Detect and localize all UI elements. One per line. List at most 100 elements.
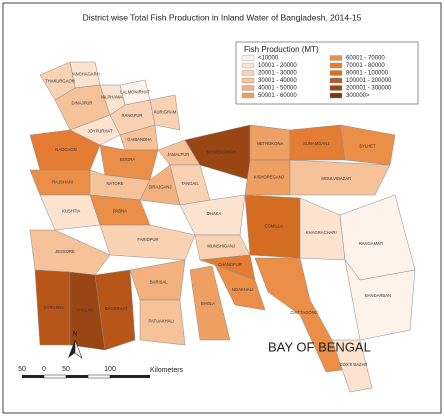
scale-bar: Kilometers 50 0 50 100 [18, 366, 184, 379]
scale-label: 50 [62, 366, 70, 373]
legend-label: 200001 - 300000 [346, 86, 392, 92]
legend-title: Fish Production (MT) [244, 45, 319, 54]
district-label: KHAGRACHARI [306, 230, 337, 235]
district-label: RANGPUR [122, 113, 143, 118]
scale-seg [22, 375, 44, 378]
district-label: CHANDPUR [218, 262, 242, 267]
district-label: COMILLA [265, 224, 284, 229]
district-label: FARIDPUR [137, 237, 158, 242]
district [139, 299, 186, 346]
district-label: PANCHAGARH [70, 71, 99, 76]
district-label: DINAJPUR [72, 101, 93, 106]
scale-label: 100 [104, 366, 116, 373]
district-label: CHITTAGONG [290, 310, 318, 315]
north-arrow-right [74, 339, 83, 359]
district [254, 257, 343, 373]
district-label: COX'S BAZAR [340, 362, 368, 367]
north-arrow: N [68, 331, 83, 359]
legend-swatch [241, 77, 255, 84]
districts: PANCHAGARH THAKURGAON DINAJPUR NILPHAMARILA… [29, 61, 416, 393]
legend-label: 70001 - 80000 [346, 63, 385, 69]
district-label: KURIGRAM [154, 110, 177, 115]
district [149, 94, 181, 131]
district [179, 194, 246, 236]
legend-swatch [329, 92, 343, 99]
legend-label: <10000 [258, 56, 279, 62]
district-label: JOYPURHAT [87, 128, 112, 133]
legend-label: 80001 - 100000 [346, 71, 389, 77]
district-label: PABNA [113, 208, 127, 213]
district-label: DHAKA [207, 211, 222, 216]
district-label: SUNAMGANJ [303, 141, 329, 146]
district-label: MYMENSINGH [207, 150, 236, 155]
legend-label: 50001 - 60000 [258, 93, 297, 99]
legend-label: 100001 - 200000 [346, 78, 392, 84]
district [99, 224, 196, 261]
district [94, 269, 136, 351]
legend-box [235, 41, 419, 105]
district [331, 339, 373, 393]
scale-seg [66, 375, 88, 378]
district [214, 264, 266, 311]
legend-swatch [241, 85, 255, 91]
north-arrow-left [68, 340, 75, 358]
district-label: SIRAJGANJ [148, 185, 171, 190]
district-label: GAIBANDHA [127, 137, 152, 142]
legend-swatch [329, 62, 343, 69]
district-label: RANGAMATI [359, 241, 384, 246]
scale-seg [43, 374, 67, 379]
district-label: KISHOREGANJ [254, 175, 284, 180]
district-label: NOAKHALI [232, 287, 253, 292]
legend-label: 30001 - 40000 [258, 78, 297, 84]
legend-swatch [329, 55, 343, 61]
district-label: SYLHET [359, 143, 376, 148]
north-label: N [72, 331, 77, 338]
legend-swatch [329, 70, 343, 76]
district [189, 265, 231, 341]
legend-swatch [329, 85, 343, 91]
district-label: JAMALPUR [167, 152, 189, 157]
scale-seg [110, 375, 150, 378]
district [344, 259, 416, 341]
district-label: BAGERHAT [105, 306, 128, 311]
scale-label: 0 [42, 366, 46, 373]
legend-swatch [329, 77, 343, 84]
district-label: PATUAKHALI [149, 318, 174, 323]
legend-label: 300000> [346, 93, 370, 99]
legend-swatch [241, 55, 255, 61]
district-label: BARISAL [150, 280, 168, 285]
scale-label: 50 [18, 366, 26, 373]
district [29, 229, 111, 276]
district-label: NATORE [106, 181, 123, 186]
district-label: MUNSHIGANJ [207, 243, 235, 248]
district-label: TANGAIL [181, 181, 199, 186]
sea-label: BAY OF BENGAL [268, 339, 371, 354]
scale-seg [87, 374, 111, 379]
legend-label: 40001 - 50000 [258, 86, 297, 92]
district-label: MOULVIBAZAR [321, 176, 351, 181]
district-label: SATKHIRA [43, 305, 64, 310]
district [99, 144, 159, 181]
legend-label: 10001 - 20000 [258, 63, 297, 69]
district-label: NAOGAON [55, 147, 76, 152]
district-label: THAKURGAON [45, 78, 75, 83]
district-label: NILPHAMARI [101, 95, 127, 100]
district-label: BANDARBAN [365, 293, 391, 298]
district-label: LALMONIRHAT [120, 90, 150, 95]
district [29, 129, 101, 171]
legend-label: 60001 - 70000 [346, 56, 385, 62]
legend-swatch [241, 62, 255, 69]
district-label: KHULNA [77, 308, 94, 313]
district [289, 159, 391, 196]
district-label: KUSHTIA [62, 208, 80, 213]
map-title: District wise Total Fish Production in I… [83, 12, 362, 22]
scale-unit: Kilometers [150, 367, 184, 374]
district-label: JESSORE [55, 249, 75, 254]
district-label: NETROKONA [257, 141, 284, 146]
legend-label: 20001 - 30000 [258, 71, 297, 77]
district-label: BHOLA [201, 301, 215, 306]
district-label: BOGRA [120, 157, 135, 162]
legend-swatch [241, 70, 255, 76]
